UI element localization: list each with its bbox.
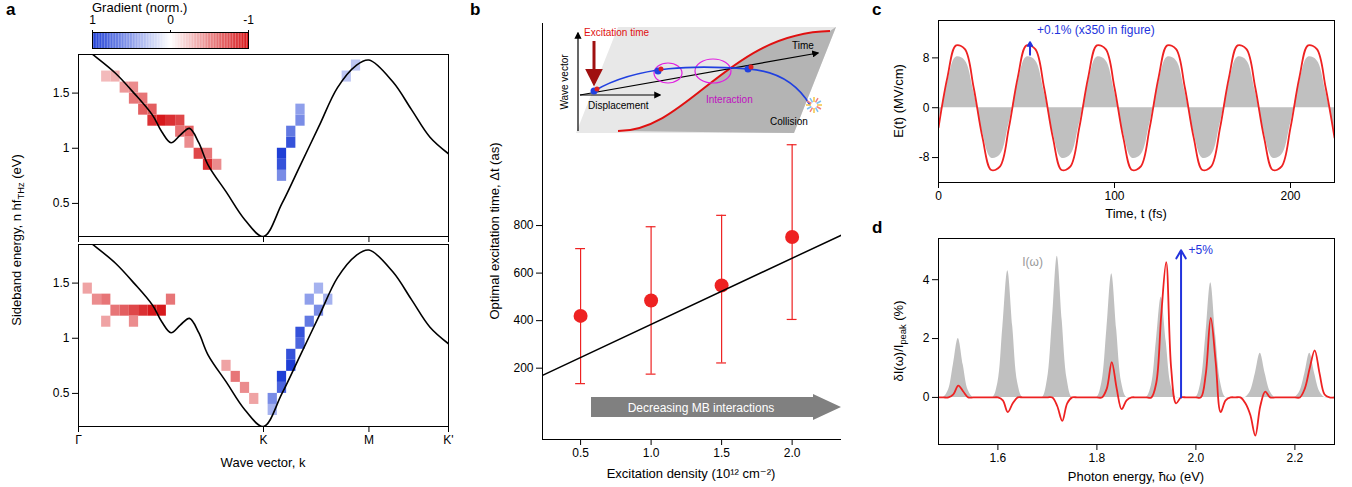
- html-text:E(t) (MV/cm): E(t) (MV/cm): [890, 64, 906, 138]
- svg-text:1: 1: [63, 141, 70, 155]
- svg-text:200: 200: [513, 361, 533, 375]
- html-text:Photon energy, ħω (eV): Photon energy, ħω (eV): [1067, 468, 1205, 484]
- svg-text:1.0: 1.0: [643, 446, 660, 460]
- svg-text:400: 400: [513, 313, 533, 327]
- svg-text:1: 1: [89, 13, 96, 27]
- svg-text:0.5: 0.5: [53, 386, 70, 400]
- svg-text:600: 600: [513, 266, 533, 280]
- svg-text:2.0: 2.0: [784, 446, 801, 460]
- html-text:Gradient (norm.): Gradient (norm.): [92, 0, 188, 15]
- svg-text:K: K: [259, 433, 267, 447]
- svg-text:I(ω): I(ω): [1022, 255, 1043, 269]
- svg-text:+5%: +5%: [1188, 243, 1213, 257]
- svg-text:0: 0: [935, 189, 942, 203]
- svg-text:1.5: 1.5: [713, 446, 730, 460]
- html-text:δI(ω)/I: δI(ω)/I: [890, 344, 906, 382]
- svg-text:+0.1% (x350 in figure): +0.1% (x350 in figure): [1037, 23, 1155, 37]
- svg-text:0.5: 0.5: [572, 446, 589, 460]
- svg-text:1.6: 1.6: [990, 451, 1007, 465]
- html-text:peak: peak: [898, 324, 909, 345]
- svg-text:4: 4: [923, 273, 930, 287]
- svg-text:2.2: 2.2: [1287, 451, 1304, 465]
- svg-text:1.8: 1.8: [1089, 451, 1106, 465]
- svg-text:1.5: 1.5: [53, 276, 70, 290]
- svg-text:Displacement: Displacement: [588, 100, 649, 111]
- svg-text:2.0: 2.0: [1188, 451, 1205, 465]
- html-text:c: c: [872, 0, 882, 19]
- svg-text:0: 0: [167, 13, 174, 27]
- svg-text:Excitation time: Excitation time: [584, 27, 649, 38]
- html-text:Wave vector, k: Wave vector, k: [220, 454, 306, 470]
- svg-text:-1: -1: [243, 13, 254, 27]
- svg-text:Decreasing MB interactions: Decreasing MB interactions: [628, 401, 775, 415]
- svg-text:Time: Time: [792, 40, 814, 51]
- svg-text:K': K': [443, 433, 453, 447]
- svg-text:0.5: 0.5: [53, 196, 70, 210]
- svg-text:8: 8: [923, 51, 930, 65]
- svg-text:800: 800: [513, 218, 533, 232]
- svg-text:2: 2: [923, 331, 930, 345]
- svg-text:Γ: Γ: [75, 433, 82, 447]
- html-text:Excitation density (10¹² cm⁻²): Excitation density (10¹² cm⁻²): [606, 465, 776, 481]
- html-text:(eV): (eV): [8, 154, 24, 183]
- svg-text:0: 0: [923, 390, 930, 404]
- svg-text:-8: -8: [919, 150, 930, 164]
- html-text:Optimal excitation time, Δt (a: Optimal excitation time, Δt (as): [486, 142, 502, 320]
- svg-text:Wave vector: Wave vector: [559, 54, 570, 110]
- html-text:THz: THz: [16, 182, 27, 200]
- html-text:Sideband energy, n hf: Sideband energy, n hf: [8, 199, 24, 326]
- svg-text:200: 200: [1280, 189, 1300, 203]
- svg-text:Collision: Collision: [770, 116, 808, 127]
- svg-text:M: M: [364, 433, 374, 447]
- svg-text:1: 1: [63, 331, 70, 345]
- svg-text:100: 100: [1104, 189, 1124, 203]
- svg-text:1.5: 1.5: [53, 86, 70, 100]
- svg-text:Interaction: Interaction: [706, 94, 753, 105]
- html-text:Time, t (fs): Time, t (fs): [1105, 205, 1167, 221]
- html-text:d: d: [872, 218, 883, 237]
- svg-text:0: 0: [923, 101, 930, 115]
- html-text:a: a: [6, 0, 16, 19]
- html-text:b: b: [470, 0, 481, 19]
